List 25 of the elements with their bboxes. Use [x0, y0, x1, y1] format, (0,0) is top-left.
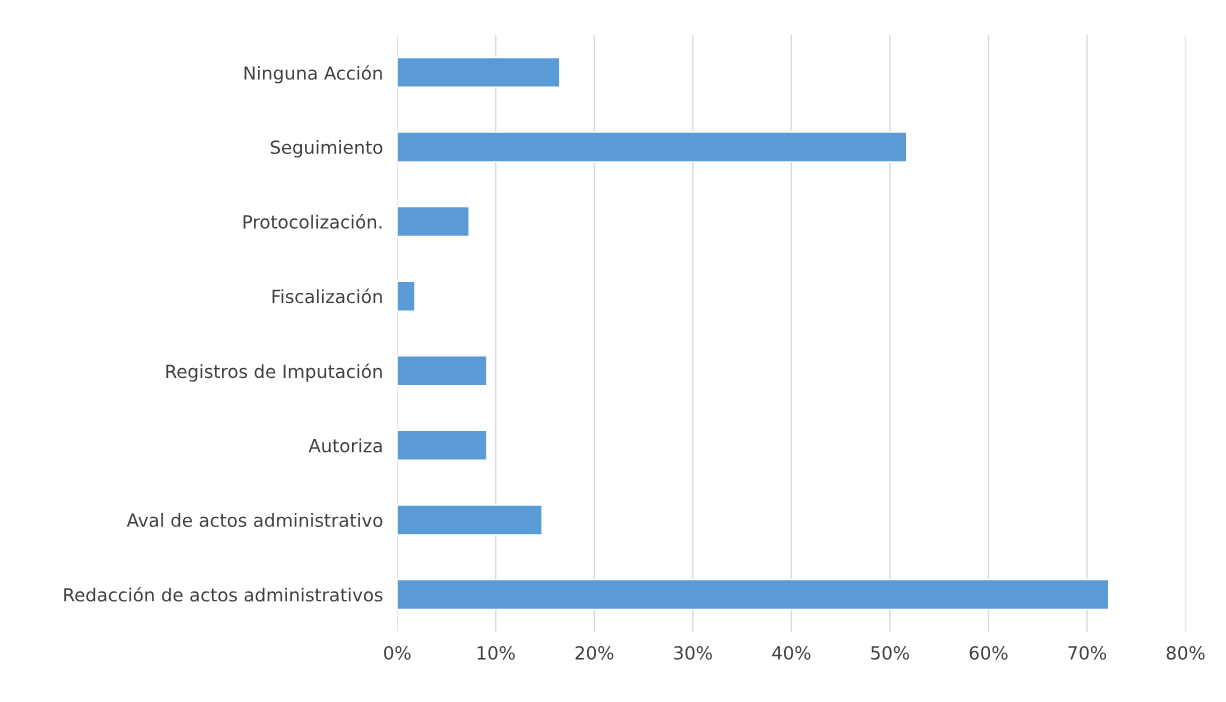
x-tick-label: 10%	[477, 646, 515, 660]
bar	[397, 578, 1110, 611]
bar	[397, 56, 561, 89]
x-tick-label: 80%	[1166, 646, 1205, 660]
x-tick-label: 40%	[772, 646, 811, 660]
x-tick-label: 0%	[384, 646, 411, 660]
y-tick-label: Protocolización.	[243, 213, 382, 229]
x-tick-label: 70%	[1068, 646, 1107, 660]
bar	[397, 131, 908, 163]
bar	[397, 429, 488, 461]
y-tick-label: Ninguna Acción	[244, 65, 382, 84]
y-tick-label: Registros de Imputación	[166, 363, 382, 382]
y-tick-label: Aval de actos administrativo	[126, 513, 383, 528]
y-tick-label: Fiscalización	[272, 288, 382, 304]
x-tick-label: 60%	[969, 646, 1008, 660]
bar	[397, 280, 416, 312]
bar	[397, 355, 488, 387]
y-tick-label: Autoriza	[308, 438, 382, 453]
y-tick-label: Redacción de actos administrativos	[64, 586, 383, 602]
x-tick-label: 30%	[674, 646, 712, 660]
x-tick-label: 20%	[575, 646, 614, 660]
x-tick-label: 50%	[871, 646, 909, 660]
bar	[397, 504, 543, 536]
y-tick-label: Seguimiento	[270, 140, 383, 158]
bar	[397, 205, 470, 238]
